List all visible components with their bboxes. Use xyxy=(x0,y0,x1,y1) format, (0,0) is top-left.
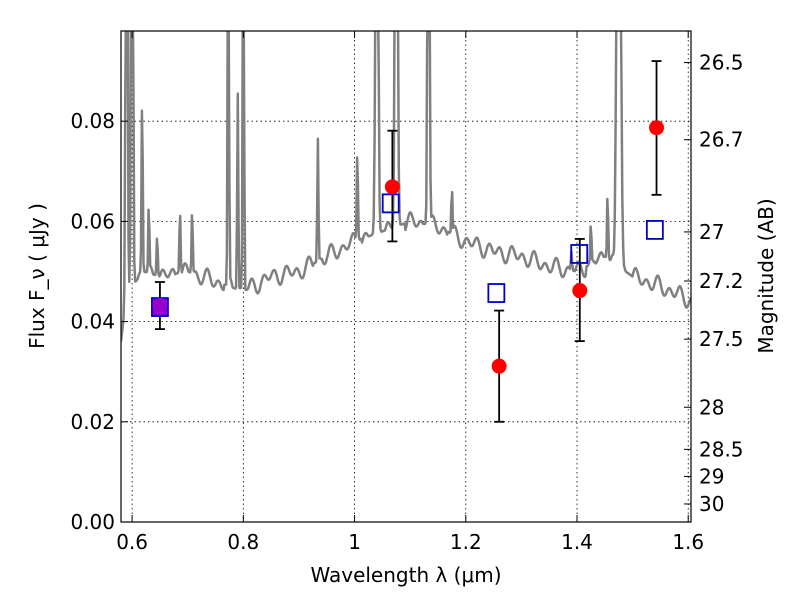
y-tick-label-left: 0.02 xyxy=(70,410,115,434)
x-tick-label: 1 xyxy=(348,530,361,554)
magnitude-tick-label: 27 xyxy=(699,220,724,244)
axis-ticks xyxy=(121,31,691,523)
observed-point-marker xyxy=(649,120,665,136)
x-axis-title: Wavelength λ (μm) xyxy=(310,563,501,587)
model-square-marker xyxy=(487,283,506,303)
model-square-marker xyxy=(381,193,400,214)
model-spectrum-line xyxy=(121,31,691,342)
x-tick-label: 0.8 xyxy=(227,530,259,554)
y-tick-label-left: 0.00 xyxy=(70,510,115,534)
observed-point-marker xyxy=(491,358,507,374)
observed-point-marker xyxy=(384,179,400,195)
observed-point-marker xyxy=(572,283,588,299)
model-square-marker xyxy=(570,244,589,264)
magnitude-tick-label: 26.5 xyxy=(699,51,744,75)
plot-frame xyxy=(120,30,692,523)
model-square-marker xyxy=(645,220,664,240)
observed-point-marker xyxy=(152,298,168,314)
x-tick-label: 1.2 xyxy=(450,530,482,554)
magnitude-tick-label: 28.5 xyxy=(699,437,744,461)
magnitude-tick-label: 27.2 xyxy=(699,269,744,293)
observed-photometry-points xyxy=(152,120,665,374)
y-tick-label-left: 0.08 xyxy=(70,109,115,133)
y-tick-label-left: 0.04 xyxy=(70,310,115,334)
magnitude-tick-label: 30 xyxy=(699,492,724,516)
x-tick-label: 1.4 xyxy=(561,530,593,554)
magnitude-tick-label: 28 xyxy=(699,395,724,419)
magnitude-tick-label: 29 xyxy=(699,464,724,488)
tick-labels: 0.6 0.8 1 1.2 1.4 1.6 0.00 0.02 0.04 0.06 0.08 26.5… xyxy=(70,51,743,554)
x-tick-label: 0.6 xyxy=(116,530,148,554)
x-tick-label: 1.6 xyxy=(672,530,704,554)
y-axis-title-right: Magnitude (AB) xyxy=(754,198,778,353)
y-axis-title-left: Flux F_ν ( μJy ) xyxy=(25,203,49,349)
magnitude-tick-label: 27.5 xyxy=(699,327,744,351)
magnitude-tick-label: 26.7 xyxy=(699,128,744,152)
y-tick-label-left: 0.06 xyxy=(70,209,115,233)
